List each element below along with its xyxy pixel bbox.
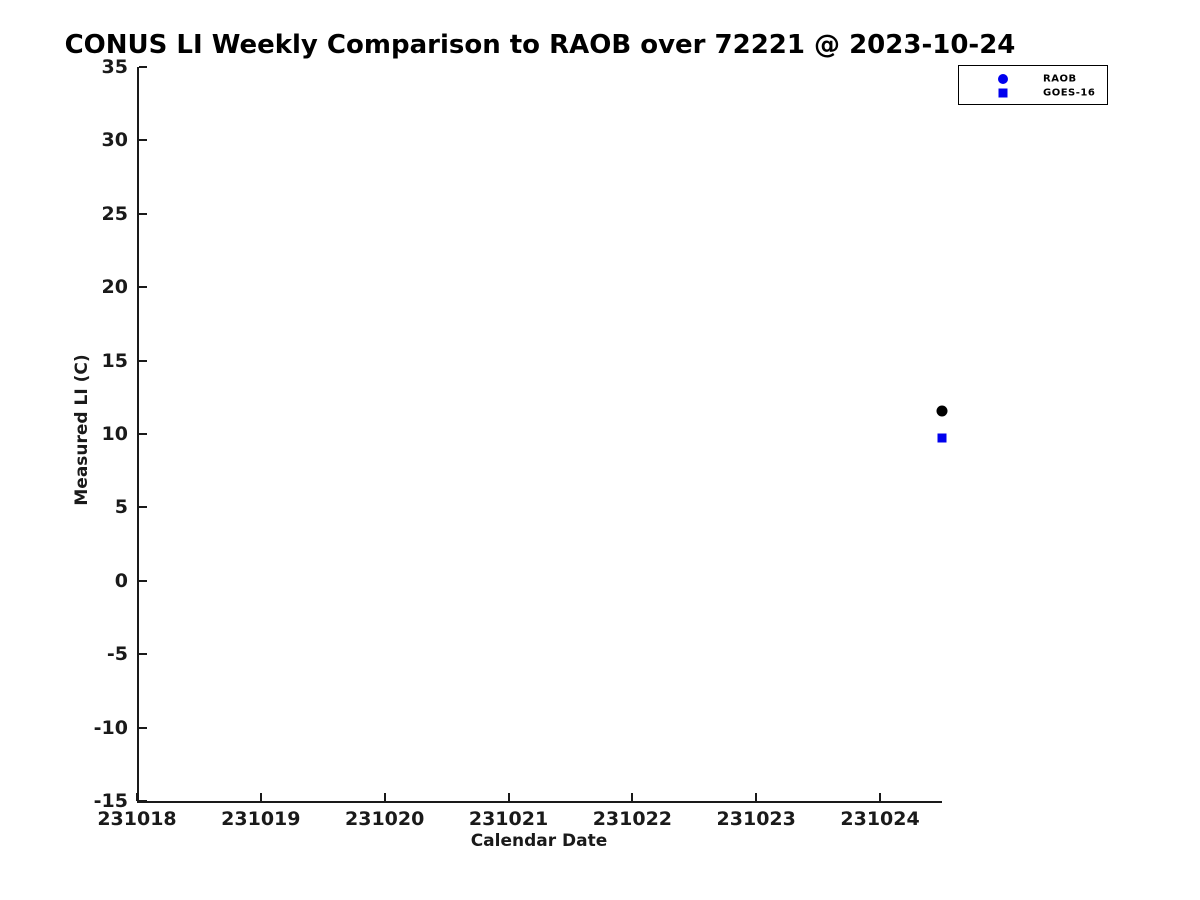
legend-label: RAOB [1043, 73, 1077, 85]
x-axis-line [137, 801, 942, 803]
legend-item-raob: RAOB [959, 72, 1107, 86]
y-tick-label: 25 [101, 202, 128, 225]
y-tick-label: 0 [114, 569, 128, 592]
x-tick-mark [755, 793, 758, 801]
y-tick-label: 10 [101, 423, 128, 445]
y-tick-label: 30 [101, 129, 128, 152]
x-axis-label: Calendar Date [470, 831, 608, 851]
y-tick-mark [139, 726, 147, 729]
legend-marker-circle-icon [998, 74, 1008, 84]
x-tick-label: 231024 [840, 808, 920, 830]
x-tick-label: 231018 [97, 808, 177, 830]
x-tick-label: 231021 [468, 808, 549, 830]
y-tick-label: -15 [93, 790, 128, 812]
chart-title: CONUS LI Weekly Comparison to RAOB over … [64, 30, 1016, 60]
y-tick-mark [139, 212, 147, 215]
x-tick-mark [259, 793, 262, 801]
x-tick-label: 231023 [716, 808, 796, 830]
x-tick-mark [507, 793, 510, 801]
x-tick-mark [879, 793, 882, 801]
y-tick-mark [139, 359, 147, 362]
y-tick-mark [139, 579, 147, 582]
y-tick-label: 5 [114, 496, 128, 519]
y-tick-label: -10 [93, 716, 128, 739]
x-tick-mark [136, 793, 138, 801]
legend-marker-square-icon [998, 88, 1008, 98]
x-tick-label: 231020 [345, 808, 425, 830]
legend: RAOB GOES-16 [958, 65, 1108, 105]
y-tick-mark [139, 653, 147, 656]
y-tick-mark [139, 139, 147, 142]
y-tick-mark [139, 66, 147, 68]
y-tick-mark [139, 286, 147, 289]
y-axis-line [137, 67, 139, 803]
data-point-goes-16 [937, 433, 947, 443]
y-tick-mark [139, 506, 147, 509]
x-tick-label: 231019 [221, 808, 301, 830]
y-tick-mark [139, 800, 147, 802]
x-tick-mark [383, 793, 386, 801]
data-point-raob [936, 405, 948, 416]
y-tick-label: -5 [106, 643, 128, 666]
y-tick-mark [139, 433, 147, 435]
y-tick-label: 15 [101, 349, 128, 372]
legend-item-goes-16: GOES-16 [959, 86, 1107, 100]
y-tick-label: 20 [101, 276, 128, 299]
x-tick-mark [631, 793, 634, 801]
y-tick-label: 35 [101, 56, 128, 78]
legend-label: GOES-16 [1043, 87, 1096, 99]
x-tick-label: 231022 [592, 808, 673, 830]
